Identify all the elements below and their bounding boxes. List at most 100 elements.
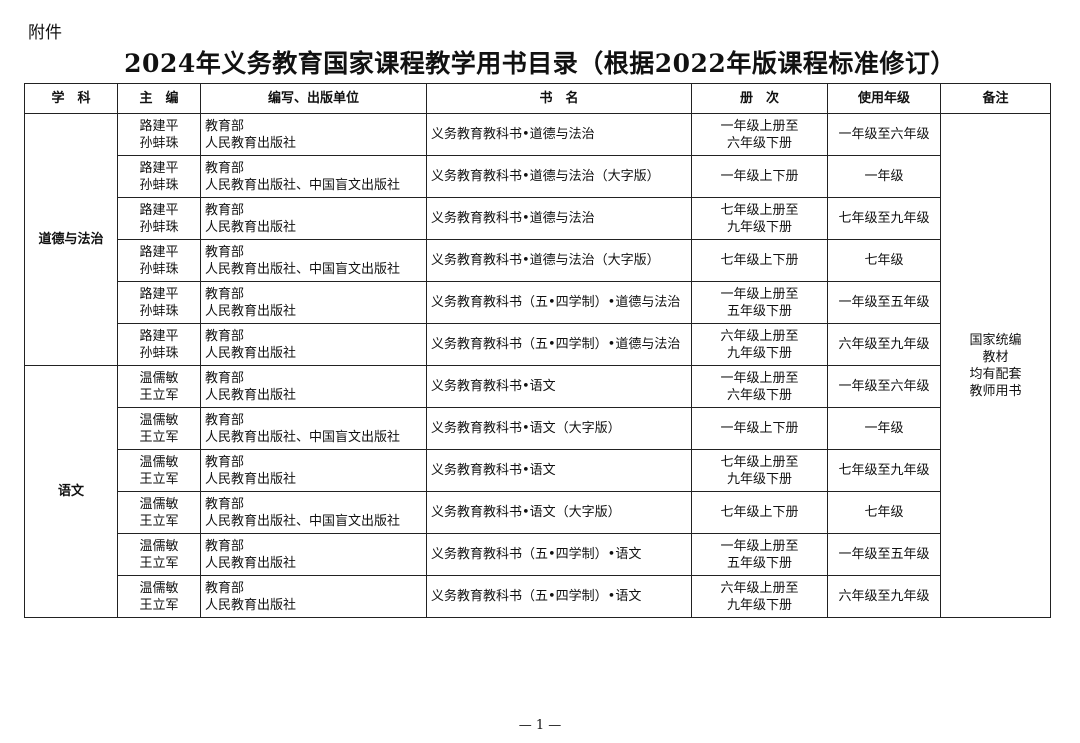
cell-line: 孙蚌珠 bbox=[139, 345, 179, 361]
publishers-cell: 教育部 人民教育出版社、中国盲文出版社 bbox=[200, 155, 427, 198]
volumes-cell: 七年级上下册 bbox=[691, 491, 828, 534]
cell-line: 王立军 bbox=[139, 471, 179, 487]
publishers-cell: 教育部 人民教育出版社 bbox=[200, 365, 427, 408]
book-title-cell: 义务教育教科书•道德与法治（大字版） bbox=[426, 155, 692, 198]
remarks-cell: 国家统编 教材 均有配套 教师用书 bbox=[940, 113, 1051, 618]
editors-cell: 温儒敏 王立军 bbox=[117, 407, 201, 450]
cell-line: 温儒敏 bbox=[139, 370, 179, 386]
table-row: 路建平 孙蚌珠 教育部 人民教育出版社 义务教育教科书（五•四学制）•道德与法治 一年级上… bbox=[25, 281, 1051, 324]
cell-line: 教育部 bbox=[205, 580, 245, 596]
volumes-cell: 一年级上册至 五年级下册 bbox=[691, 281, 828, 324]
editors-cell: 温儒敏 王立军 bbox=[117, 533, 201, 576]
cell-line: 均有配套 bbox=[969, 366, 1022, 382]
cell-line: 王立军 bbox=[139, 387, 179, 403]
page-number: — 1 — bbox=[518, 718, 562, 733]
editors-cell: 路建平 孙蚌珠 bbox=[117, 197, 201, 240]
publishers-cell: 教育部 人民教育出版社 bbox=[200, 575, 427, 618]
table-row: 语文 温儒敏 王立军 教育部 人民教育出版社 义务教育教科书•语文 一年级上册至 六年级下册一… bbox=[24, 365, 1051, 618]
cell-line: 七年级上下册 bbox=[720, 253, 799, 268]
column-header: 书 名 bbox=[426, 83, 692, 114]
subject-cell: 道德与法治 bbox=[24, 113, 118, 366]
grades-cell: 一年级至五年级 bbox=[827, 533, 941, 576]
table-row: 路建平 孙蚌珠 教育部 人民教育出版社、中国盲文出版社 义务教育教科书•道德与法治（大字… bbox=[25, 155, 1051, 198]
cell-line: 七年级上册至 bbox=[720, 454, 799, 470]
cell-line: 王立军 bbox=[139, 555, 179, 571]
grades-cell: 七年级 bbox=[827, 491, 941, 534]
volumes-cell: 七年级上册至 九年级下册 bbox=[691, 449, 828, 492]
cell-line: 王立军 bbox=[139, 597, 179, 613]
book-title-cell: 义务教育教科书•道德与法治（大字版） bbox=[426, 239, 692, 282]
cell-line: 人民教育出版社 bbox=[205, 555, 297, 571]
cell-line: 一年级上册至 bbox=[720, 538, 799, 554]
editors-cell: 温儒敏 王立军 bbox=[117, 365, 201, 408]
table-row: 温儒敏 王立军 教育部 人民教育出版社 义务教育教科书（五•四学制）•语文 六年级上册至九… bbox=[25, 575, 1051, 618]
cell-line: 孙蚌珠 bbox=[139, 219, 179, 235]
cell-line: 七年级上下册 bbox=[720, 505, 799, 520]
cell-line: 九年级下册 bbox=[726, 345, 792, 361]
cell-line: 教育部 bbox=[205, 412, 245, 428]
cell-line: 教育部 bbox=[205, 118, 245, 134]
publishers-cell: 教育部 人民教育出版社、中国盲文出版社 bbox=[200, 407, 427, 450]
cell-line: 温儒敏 bbox=[139, 454, 179, 470]
cell-line: 教育部 bbox=[205, 244, 245, 260]
column-header: 主 编 bbox=[117, 83, 201, 114]
volumes-cell: 一年级上册至 六年级下册 bbox=[691, 365, 828, 408]
table-row: 温儒敏 王立军 教育部 人民教育出版社 义务教育教科书•语文 七年级上册至 九年级下册 七年级… bbox=[25, 449, 1051, 492]
textbook-table: 学 科主 编编写、出版单位书 名册 次使用年级 备注 道德与法治 路建平 孙蚌珠 教育部… bbox=[24, 83, 1051, 618]
cell-line: 孙蚌珠 bbox=[139, 261, 179, 277]
cell-line: 孙蚌珠 bbox=[139, 135, 179, 151]
column-header: 使用年级 bbox=[827, 83, 941, 114]
cell-line: 九年级下册 bbox=[726, 597, 792, 613]
grades-cell: 六年级至九年级 bbox=[827, 323, 941, 366]
cell-line: 温儒敏 bbox=[139, 538, 179, 554]
column-header: 备注 bbox=[940, 83, 1051, 114]
cell-line: 五年级下册 bbox=[726, 555, 792, 571]
grades-cell: 一年级 bbox=[827, 155, 941, 198]
cell-line: 教育部 bbox=[205, 202, 245, 218]
cell-line: 教育部 bbox=[205, 454, 245, 470]
cell-line: 教育部 bbox=[205, 538, 245, 554]
grades-cell: 一年级至六年级 bbox=[827, 365, 941, 408]
cell-line: 人民教育出版社 bbox=[205, 345, 297, 361]
volumes-cell: 一年级上册至 六年级下册 bbox=[691, 113, 828, 156]
editors-cell: 路建平 孙蚌珠 bbox=[117, 155, 201, 198]
volumes-cell: 一年级上下册 bbox=[691, 155, 828, 198]
table-row: 路建平 孙蚌珠 教育部 人民教育出版社、中国盲文出版社 义务教育教科书•道德与法治（大字… bbox=[25, 239, 1051, 282]
volumes-cell: 六年级上册至 九年级下册 bbox=[691, 323, 828, 366]
attachment-label: 附件 bbox=[28, 23, 62, 43]
table-row: 道德与法治 路建平 孙蚌珠 教育部 人民教育出版社 义务教育教科书•道德与法治 一年级上册至… bbox=[24, 113, 1051, 618]
cell-line: 一年级上册至 bbox=[720, 118, 799, 134]
publishers-cell: 教育部 人民教育出版社 bbox=[200, 113, 427, 156]
cell-line: 教师用书 bbox=[969, 383, 1022, 399]
cell-line: 路建平 bbox=[139, 328, 179, 344]
column-header: 册 次 bbox=[691, 83, 828, 114]
cell-line: 路建平 bbox=[139, 286, 179, 302]
editors-cell: 温儒敏 王立军 bbox=[117, 449, 201, 492]
book-title-cell: 义务教育教科书•语文（大字版） bbox=[426, 491, 692, 534]
publishers-cell: 教育部 人民教育出版社、中国盲文出版社 bbox=[200, 239, 427, 282]
cell-line: 人民教育出版社、中国盲文出版社 bbox=[205, 177, 401, 193]
publishers-cell: 教育部 人民教育出版社 bbox=[200, 449, 427, 492]
cell-line: 一年级上册至 bbox=[720, 286, 799, 302]
volumes-cell: 一年级上下册 bbox=[691, 407, 828, 450]
publishers-cell: 教育部 人民教育出版社 bbox=[200, 533, 427, 576]
publishers-cell: 教育部 人民教育出版社、中国盲文出版社 bbox=[200, 491, 427, 534]
book-title-cell: 义务教育教科书•道德与法治 bbox=[426, 197, 692, 240]
cell-line: 一年级上下册 bbox=[720, 169, 799, 184]
grades-cell: 六年级至九年级 bbox=[827, 575, 941, 618]
cell-line: 国家统编 bbox=[969, 332, 1022, 348]
column-header: 学 科 bbox=[24, 83, 118, 114]
subject-cell: 语文 bbox=[24, 365, 118, 618]
book-title-cell: 义务教育教科书（五•四学制）•语文 bbox=[426, 575, 692, 618]
grades-cell: 一年级至六年级 bbox=[827, 113, 941, 156]
editors-cell: 路建平 孙蚌珠 bbox=[117, 239, 201, 282]
cell-line: 人民教育出版社、中国盲文出版社 bbox=[205, 261, 401, 277]
publishers-cell: 教育部 人民教育出版社 bbox=[200, 323, 427, 366]
cell-line: 六年级下册 bbox=[726, 135, 792, 151]
cell-line: 路建平 bbox=[139, 118, 179, 134]
cell-line: 路建平 bbox=[139, 244, 179, 260]
volumes-cell: 七年级上册至 九年级下册 bbox=[691, 197, 828, 240]
grades-cell: 七年级 bbox=[827, 239, 941, 282]
publishers-cell: 教育部 人民教育出版社 bbox=[200, 281, 427, 324]
table-row: 路建平 孙蚌珠 教育部 人民教育出版社 义务教育教科书•道德与法治 七年级上册至 九年级下册… bbox=[25, 197, 1051, 240]
